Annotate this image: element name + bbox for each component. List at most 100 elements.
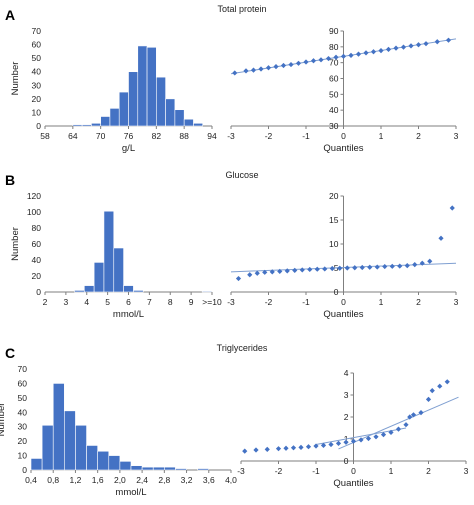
x-axis-label: mmol/L <box>113 309 144 320</box>
histogram-bar <box>156 76 166 127</box>
y-tick-label: 70 <box>18 364 28 374</box>
x-tick-label: 70 <box>96 131 106 141</box>
qq-point <box>423 41 429 47</box>
qq-y-tick-label: 10 <box>329 239 339 249</box>
x-tick-label: 2 <box>43 297 48 307</box>
histogram-bar <box>133 290 144 293</box>
qq-point <box>444 379 450 385</box>
qq-point <box>288 61 294 68</box>
qq-plot-total-protein: -3 -2 -1 0 1 2 3 30 40 50 60 70 80 90 Quantiles <box>227 26 458 154</box>
qq-point <box>280 62 287 69</box>
qq-x-tick-label: -1 <box>302 297 310 307</box>
qq-point <box>359 264 365 271</box>
y-axis-label: Number <box>10 227 21 261</box>
y-axis-label: Number <box>10 62 21 96</box>
y-tick-label: 70 <box>32 26 42 36</box>
qq-point <box>265 65 272 71</box>
qq-point <box>367 264 373 270</box>
qq-point <box>425 396 432 402</box>
histogram-bar <box>146 46 157 127</box>
qq-point <box>410 412 417 418</box>
qq-point <box>343 439 349 445</box>
qq-x-tick-label: 1 <box>379 131 384 141</box>
x-tick-label: 2,4 <box>136 475 148 485</box>
qq-y-tick-label: 2 <box>344 412 349 422</box>
qq-x-tick-label: 1 <box>389 466 394 476</box>
qq-point <box>427 258 433 264</box>
qq-point <box>232 70 238 76</box>
qq-x-tick-label: -1 <box>302 131 310 141</box>
histogram-bar <box>100 116 111 127</box>
x-tick-label: 1,6 <box>92 475 104 485</box>
histogram-bar <box>141 466 154 471</box>
qq-y-tick-label: 20 <box>329 191 339 201</box>
qq-reference-line <box>338 396 459 450</box>
x-tick-label: 8 <box>168 297 173 307</box>
qq-point <box>303 59 309 65</box>
histogram-bar <box>64 410 76 471</box>
qq-point <box>299 267 305 273</box>
qq-point <box>242 448 248 454</box>
qq-point <box>305 444 312 450</box>
qq-point <box>348 52 354 58</box>
qq-point <box>389 263 395 269</box>
panel-label-c: C <box>5 345 15 361</box>
qq-x-tick-label: 0 <box>341 131 346 141</box>
x-tick-label: 64 <box>68 131 78 141</box>
histogram-bar <box>128 71 139 127</box>
qq-point <box>254 270 260 276</box>
qq-point <box>250 67 257 73</box>
x-tick-label: 1,2 <box>70 475 82 485</box>
histogram-bar <box>72 124 83 127</box>
qq-x-tick-label: 2 <box>426 466 431 476</box>
qq-y-tick-label: 60 <box>329 74 339 84</box>
qq-y-tick-label: 0 <box>344 456 349 466</box>
qq-point <box>350 438 357 444</box>
qq-point <box>373 434 379 440</box>
qq-x-tick-label: 2 <box>416 297 421 307</box>
y-tick-label: 0 <box>22 465 27 475</box>
panel-title-a: Total protein <box>217 4 266 14</box>
qq-point <box>310 58 317 64</box>
qq-point <box>434 39 440 45</box>
x-tick-label: 0,4 <box>25 475 37 485</box>
qq-point <box>313 443 319 449</box>
qq-point <box>429 388 435 394</box>
qq-point <box>400 44 407 50</box>
qq-point <box>298 444 304 450</box>
y-tick-label: 40 <box>32 255 42 265</box>
qq-x-axis-label: Quantiles <box>323 143 363 154</box>
qq-point <box>273 64 279 70</box>
qq-x-axis-label: Quantiles <box>333 478 373 489</box>
qq-point <box>418 410 424 416</box>
x-axis-label: mmol/L <box>115 487 146 498</box>
histogram-bar <box>97 450 110 471</box>
x-tick-label: 7 <box>147 297 152 307</box>
qq-point <box>355 51 362 57</box>
y-tick-label: 40 <box>32 67 42 77</box>
qq-point <box>370 49 377 55</box>
histogram-bar <box>123 285 134 293</box>
qq-point <box>449 205 455 211</box>
qq-x-tick-label: 0 <box>341 297 346 307</box>
qq-reference-line <box>230 262 457 273</box>
qq-point <box>292 267 298 273</box>
qq-point <box>404 263 410 269</box>
qq-x-axis-label: Quantiles <box>323 309 363 320</box>
histogram-bar <box>93 262 105 293</box>
y-tick-label: 60 <box>32 239 42 249</box>
qq-x-tick-label: 0 <box>351 466 356 476</box>
x-tick-label: 2,8 <box>158 475 170 485</box>
qq-point <box>407 414 413 420</box>
qq-point <box>445 37 452 43</box>
qq-plot-glucose: -3-2-1012305101520Quantiles <box>227 191 458 320</box>
qq-x-tick-label: -3 <box>237 466 245 476</box>
histogram-bar <box>175 468 187 471</box>
qq-point <box>365 435 372 442</box>
x-tick-label: 0,8 <box>47 475 59 485</box>
histogram-bar <box>86 445 98 471</box>
y-axis-label: Number <box>0 403 7 437</box>
x-tick-label: 94 <box>207 131 217 141</box>
qq-point <box>340 53 347 59</box>
histogram-bar <box>109 108 120 127</box>
